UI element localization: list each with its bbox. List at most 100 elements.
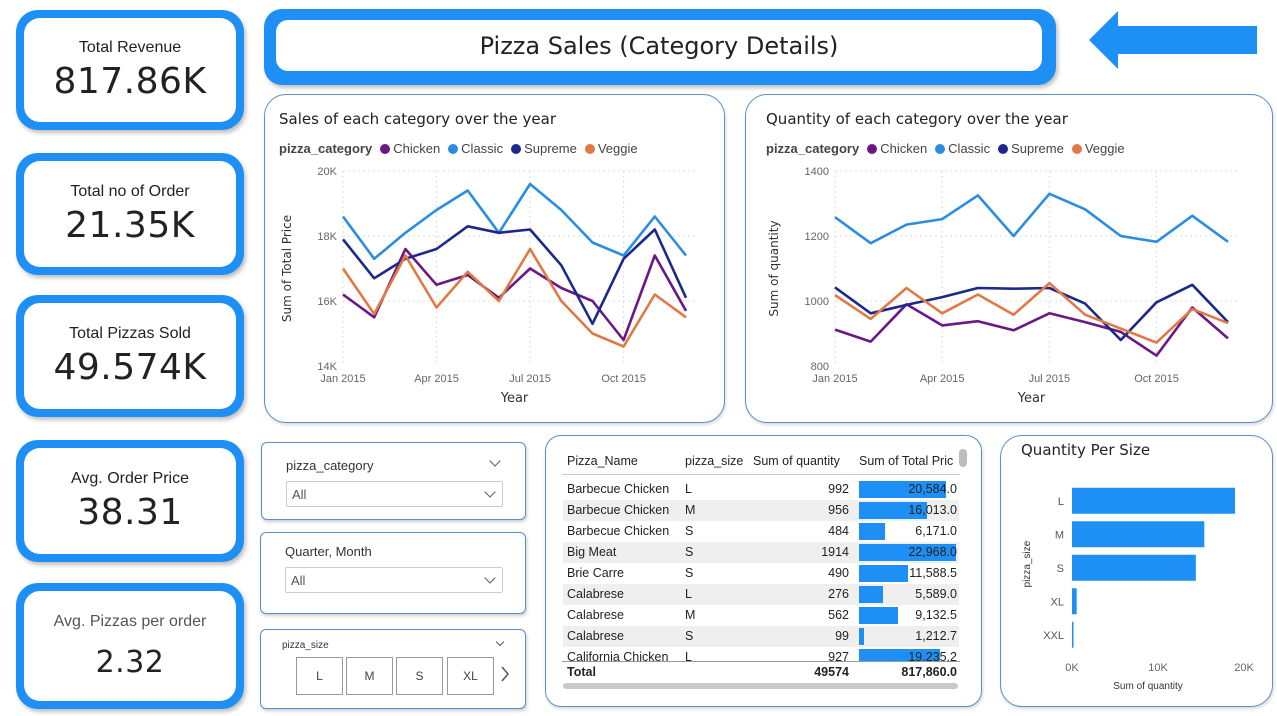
legend-dot: [511, 143, 522, 154]
x-tick-label: Jan 2015: [320, 373, 365, 385]
table-header-quantity[interactable]: Sum of quantity: [753, 454, 840, 468]
dropdown-value: All: [291, 573, 306, 588]
y-axis-label: Sum of Total Price: [280, 215, 294, 322]
size-button-xl[interactable]: XL: [447, 657, 494, 695]
bar-l: [1072, 487, 1236, 514]
y-tick-label: 1200: [805, 231, 829, 243]
legend-item-supreme[interactable]: Supreme: [998, 141, 1064, 156]
cell-size: M: [685, 503, 696, 517]
data-bar: [859, 565, 908, 582]
legend-item-classic[interactable]: Classic: [448, 141, 503, 156]
data-bar: [859, 586, 883, 603]
legend-item-veggie[interactable]: Veggie: [1071, 141, 1125, 156]
chart-title: Quantity Per Size: [1021, 441, 1151, 459]
bar-s: [1072, 554, 1196, 581]
cell-size: S: [685, 524, 694, 538]
size-button-s[interactable]: S: [396, 657, 443, 695]
kpi-card-revenue: Total Revenue 817.86K: [16, 10, 244, 130]
table-header-size[interactable]: pizza_size: [685, 454, 744, 468]
table-row[interactable]: Barbecue Chicken S 484 6,171.0: [563, 521, 959, 542]
legend-item-chicken[interactable]: Chicken: [867, 141, 927, 156]
table-row[interactable]: Calabrese M 562 9,132.5: [563, 605, 959, 626]
x-tick-label: Oct 2015: [601, 373, 646, 385]
horizontal-scrollbar[interactable]: [563, 683, 958, 689]
size-slicer[interactable]: pizza_size L M S XL: [260, 629, 526, 709]
kpi-label: Total Pizzas Sold: [69, 324, 191, 342]
y-tick-label: 800: [811, 361, 829, 373]
table-row[interactable]: Brie Carre S 490 11,588.5: [563, 563, 959, 584]
data-bar: [859, 523, 886, 540]
data-bar: [859, 502, 927, 519]
x-axis-label: Year: [1017, 391, 1046, 406]
table-header-total-price[interactable]: Sum of Total Pric: [859, 454, 954, 468]
chevron-down-icon[interactable]: [489, 455, 501, 467]
x-tick-label: Jul 2015: [1029, 373, 1071, 385]
data-bar: [859, 628, 865, 645]
table-header-name[interactable]: Pizza_Name: [567, 454, 638, 468]
cell-qty: 484: [828, 524, 849, 538]
x-tick-label: Apr 2015: [414, 373, 459, 385]
size-chart-panel: Quantity Per Size L M S XL XXL 0K 10K 20K Sum of…: [1000, 435, 1273, 707]
cell-qty: 992: [828, 482, 849, 496]
legend-dot: [584, 143, 595, 154]
cell-qty: 562: [828, 608, 849, 622]
cell-name: Barbecue Chicken: [567, 503, 670, 517]
cell-qty: 276: [828, 587, 849, 601]
table-scrollbar[interactable]: [959, 449, 967, 467]
cell-name: Barbecue Chicken: [567, 482, 670, 496]
size-button-l[interactable]: L: [296, 657, 343, 695]
cell-size: L: [685, 650, 692, 661]
x-tick-label: Jan 2015: [812, 373, 857, 385]
quarter-month-dropdown[interactable]: All: [285, 567, 503, 593]
cell-name: Calabrese: [567, 587, 624, 601]
chart-legend: pizza_category Chicken Classic Supreme V…: [279, 141, 638, 156]
cell-name: Calabrese: [567, 608, 624, 622]
category-dropdown[interactable]: All: [286, 481, 503, 507]
table-header-divider: [562, 474, 960, 475]
back-arrow-icon[interactable]: [1088, 10, 1258, 70]
legend-dot: [867, 143, 878, 154]
cell-name: Barbecue Chicken: [567, 524, 670, 538]
legend-item-supreme[interactable]: Supreme: [511, 141, 577, 156]
total-quantity: 49574: [814, 665, 849, 679]
legend-item-veggie[interactable]: Veggie: [584, 141, 638, 156]
data-bar: [859, 607, 898, 624]
size-button-m[interactable]: M: [346, 657, 393, 695]
y-tick-label: 1000: [805, 296, 829, 308]
category-slicer[interactable]: pizza_category All: [261, 442, 526, 520]
legend-label: Veggie: [597, 141, 638, 156]
legend-item-chicken[interactable]: Chicken: [380, 141, 440, 156]
table-row[interactable]: Barbecue Chicken L 992 20,584.0: [563, 479, 959, 500]
table-row[interactable]: Calabrese L 276 5,589.0: [563, 584, 959, 605]
x-tick-label: 10K: [1148, 662, 1168, 674]
legend-title: pizza_category: [279, 141, 373, 156]
cell-qty: 1914: [821, 545, 849, 559]
quarter-month-slicer[interactable]: Quarter, Month All: [260, 532, 526, 614]
table-row[interactable]: Big Meat S 1914 22,968.0: [563, 542, 959, 563]
legend-item-classic[interactable]: Classic: [935, 141, 990, 156]
table-row[interactable]: Barbecue Chicken M 956 16,013.0: [563, 500, 959, 521]
cell-total: 16,013.0: [908, 503, 957, 517]
chevron-down-icon[interactable]: [495, 637, 505, 647]
legend-label: Classic: [948, 141, 991, 156]
cell-size: S: [685, 566, 694, 580]
y-tick-label: 16K: [317, 296, 337, 308]
cell-total: 20,584.0: [908, 482, 957, 496]
total-price: 817,860.0: [901, 665, 957, 679]
table-row[interactable]: California Chicken L 927 19,235.2: [563, 647, 959, 661]
chevron-right-icon[interactable]: [501, 666, 509, 682]
legend-dot: [998, 143, 1009, 154]
cell-qty: 956: [828, 503, 849, 517]
legend-dot: [380, 143, 391, 154]
legend-label: Supreme: [1011, 141, 1064, 156]
x-tick-label: 20K: [1234, 662, 1254, 674]
cell-size: M: [685, 608, 696, 622]
page-title: Pizza Sales (Category Details): [276, 20, 1042, 71]
dropdown-value: All: [292, 487, 307, 502]
kpi-card-avg-order-price: Avg. Order Price 38.31: [16, 440, 244, 562]
table-row[interactable]: Calabrese S 99 1,212.7: [563, 626, 959, 647]
kpi-card-orders: Total no of Order 21.35K: [16, 153, 244, 275]
x-axis-label: Sum of quantity: [1113, 681, 1182, 692]
cell-total: 19,235.2: [908, 650, 957, 661]
